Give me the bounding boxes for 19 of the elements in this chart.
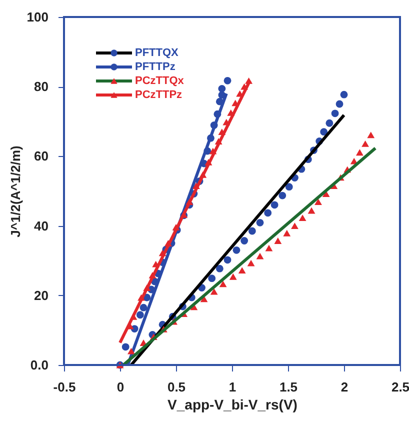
y-tick-label: 0.0 [30,358,48,372]
x-tick-label: 0 [116,380,124,394]
y-tick-label: 80 [34,79,48,94]
x-tick-label: 0.5 [167,380,186,394]
legend-label: PCzTTQx [135,75,185,87]
x-tick-label: -0.5 [53,380,76,394]
y-tick-label: 60 [34,148,48,164]
y-tick-label: 100 [26,10,48,24]
y-tick-label: 20 [34,288,48,303]
x-tick-label: 2.5 [391,380,409,394]
legend-label: PFTTQX [135,47,180,59]
x-axis-title: V_app-V_bi-V_rs(V) [168,396,298,412]
x-tick-label: 1 [228,380,236,394]
y-tick-label: 40 [34,218,48,234]
legend-label: PCzTTPz [135,89,183,101]
x-tick-label: 1.5 [279,380,298,394]
legend-label: PFTTPz [135,61,176,73]
x-tick-label: 2 [340,380,348,394]
y-axis-title: J^1/2(A^1/2/m) [8,146,23,238]
